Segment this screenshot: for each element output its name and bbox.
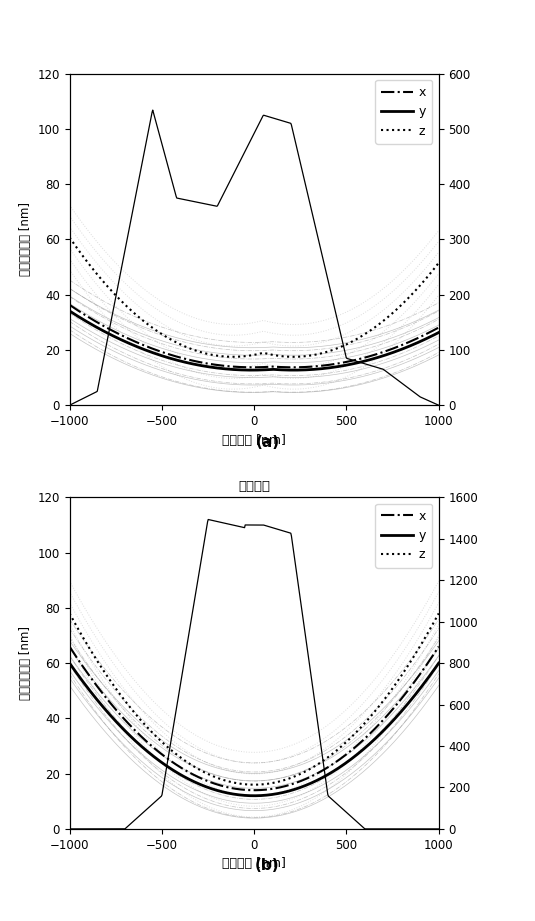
- x: [132, 725, 138, 736]
- x: [161, 347, 167, 358]
- Line: z: z: [70, 613, 439, 785]
- z: [161, 331, 167, 342]
- Line: y: y: [70, 663, 439, 796]
- x: [233, 784, 240, 795]
- y: [161, 759, 167, 770]
- Line: x: x: [70, 305, 439, 367]
- y: [345, 359, 351, 370]
- y: [132, 340, 138, 351]
- Title: 非点収差: 非点収差: [238, 481, 270, 494]
- x: [345, 748, 351, 759]
- Text: (b): (b): [255, 858, 280, 873]
- y: [314, 775, 320, 786]
- x: [289, 362, 296, 373]
- y: [435, 327, 442, 338]
- X-axis label: 焦点外れ [nm]: 焦点外れ [nm]: [222, 857, 286, 870]
- z: [234, 351, 240, 362]
- Text: (a): (a): [255, 435, 280, 449]
- z: [345, 735, 351, 746]
- z: [132, 707, 138, 718]
- Y-axis label: あてはめ誤差 [nm]: あてはめ誤差 [nm]: [19, 626, 32, 700]
- y: [66, 306, 73, 317]
- y: [233, 789, 240, 800]
- x: [233, 361, 240, 372]
- z: [435, 608, 442, 619]
- Legend: x, y, z: x, y, z: [375, 504, 432, 567]
- y: [233, 364, 240, 375]
- Line: x: x: [70, 647, 439, 790]
- Y-axis label: あてはめ誤差 [nm]: あてはめ誤差 [nm]: [19, 203, 32, 276]
- y: [248, 365, 255, 376]
- z: [250, 779, 257, 790]
- x: [314, 768, 320, 779]
- z: [435, 257, 442, 268]
- z: [66, 608, 73, 619]
- y: [435, 658, 442, 669]
- z: [66, 232, 73, 243]
- x: [314, 361, 320, 372]
- x: [435, 322, 442, 333]
- z: [345, 338, 351, 349]
- x: [284, 362, 291, 373]
- y: [161, 351, 167, 362]
- x: [161, 751, 167, 762]
- z: [314, 760, 320, 771]
- y: [132, 735, 138, 746]
- x: [132, 336, 138, 347]
- x: [66, 641, 73, 652]
- Legend: x, y, z: x, y, z: [375, 80, 432, 144]
- x: [285, 780, 291, 791]
- z: [132, 309, 138, 320]
- x: [435, 641, 442, 652]
- X-axis label: 焦点外れ [nm]: 焦点外れ [nm]: [222, 434, 286, 447]
- y: [314, 364, 320, 375]
- x: [66, 299, 73, 310]
- z: [233, 777, 240, 788]
- y: [345, 756, 351, 767]
- Line: z: z: [70, 238, 439, 356]
- y: [285, 365, 291, 376]
- z: [314, 349, 320, 360]
- z: [285, 351, 291, 362]
- z: [161, 739, 167, 750]
- y: [285, 786, 291, 797]
- y: [250, 790, 257, 801]
- y: [66, 658, 73, 669]
- x: [345, 356, 351, 367]
- z: [285, 774, 291, 785]
- z: [230, 351, 236, 362]
- Line: y: y: [70, 311, 439, 370]
- x: [250, 785, 257, 796]
